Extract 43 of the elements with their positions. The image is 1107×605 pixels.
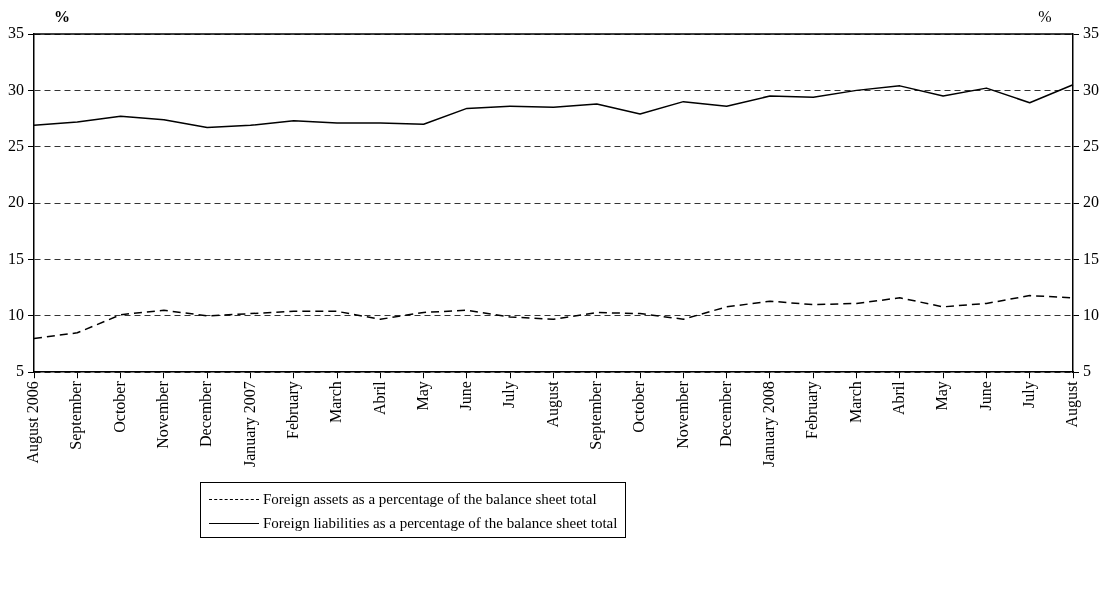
y-tick-label: 30 [8, 80, 24, 98]
x-tick-label: January 2007 [240, 381, 259, 468]
x-tick-label: November [154, 380, 172, 449]
y2-tick-label: 30 [1083, 80, 1099, 98]
x-tick-label: January 2008 [760, 381, 779, 468]
x-tick-label: February [803, 381, 822, 440]
y-tick-label: 35 [8, 24, 24, 42]
x-tick-label: May [413, 381, 432, 411]
y2-tick-label: 5 [1083, 362, 1091, 380]
x-tick-label: December [716, 380, 734, 447]
x-tick-label: June [976, 381, 994, 411]
legend-label: Foreign assets as a percentage of the balance sheet total [263, 490, 597, 508]
x-tick-label: November [673, 380, 691, 449]
x-tick-label: Abril [890, 380, 908, 416]
x-tick-label: March [846, 381, 864, 424]
x-tick-label: August [1063, 380, 1082, 428]
legend-label: Foreign liabilities as a percentage of the balance sheet total [263, 514, 618, 532]
x-tick-label: September [67, 380, 86, 450]
x-tick-label: June [457, 381, 475, 411]
x-tick-label: August [543, 380, 562, 428]
x-tick-label: December [197, 380, 215, 447]
y-tick-label: 10 [8, 306, 24, 324]
y-tick-label: 20 [8, 193, 24, 211]
y-tick-label: 25 [8, 136, 24, 154]
x-tick-label: Abril [370, 380, 388, 416]
y-tick-label: 15 [8, 249, 24, 267]
y2-tick-label: 10 [1083, 306, 1099, 324]
x-tick-label: October [110, 380, 128, 433]
y2-axis-title: % [1038, 8, 1052, 26]
x-tick-label: August 2006 [24, 381, 43, 464]
y2-tick-label: 25 [1083, 136, 1099, 154]
x-tick-label: March [327, 381, 345, 424]
y2-tick-label: 35 [1083, 24, 1099, 42]
y-tick-label: 5 [16, 362, 24, 380]
y-axis-title: % [54, 8, 70, 26]
x-tick-label: July [1019, 381, 1038, 408]
x-tick-label: September [586, 380, 605, 450]
y2-tick-label: 15 [1083, 249, 1099, 267]
x-tick-label: February [283, 381, 302, 440]
x-tick-label: July [500, 381, 519, 408]
y2-tick-label: 20 [1083, 193, 1099, 211]
x-tick-label: May [933, 381, 952, 411]
x-tick-label: October [630, 380, 648, 433]
